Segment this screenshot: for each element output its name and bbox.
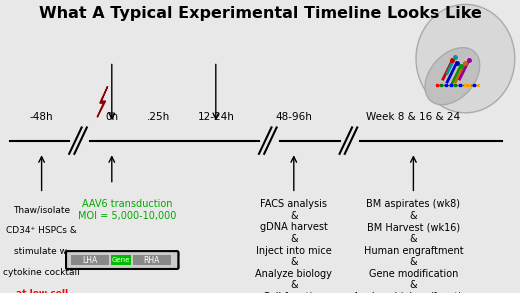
Text: LHA: LHA bbox=[82, 255, 97, 265]
Text: at low cell: at low cell bbox=[16, 289, 68, 293]
Text: Thaw/isolate: Thaw/isolate bbox=[13, 205, 70, 214]
Text: 48-96h: 48-96h bbox=[276, 112, 312, 122]
Text: 0h: 0h bbox=[105, 112, 119, 122]
Ellipse shape bbox=[416, 4, 515, 113]
FancyBboxPatch shape bbox=[66, 251, 178, 269]
Text: -48h: -48h bbox=[30, 112, 54, 122]
Bar bbox=[133, 255, 171, 265]
Text: Week 8 & 16 & 24: Week 8 & 16 & 24 bbox=[366, 112, 461, 122]
Text: stimulate w.: stimulate w. bbox=[14, 247, 69, 256]
Bar bbox=[111, 255, 131, 265]
Text: CD34⁺ HSPCs &: CD34⁺ HSPCs & bbox=[6, 226, 77, 235]
Text: RHA: RHA bbox=[144, 255, 160, 265]
Text: cytokine cocktail: cytokine cocktail bbox=[3, 268, 80, 277]
Text: .25h: .25h bbox=[147, 112, 170, 122]
Text: Gene: Gene bbox=[111, 257, 130, 263]
Text: BM aspirates (wk8)
&
BM Harvest (wk16)
&
Human engraftment
&
Gene modification
&: BM aspirates (wk8) & BM Harvest (wk16) &… bbox=[353, 199, 474, 293]
Polygon shape bbox=[97, 86, 108, 117]
Text: 12-24h: 12-24h bbox=[198, 112, 234, 122]
Bar bbox=[71, 255, 109, 265]
Text: FACS analysis
&
gDNA harvest
&
Inject into mice
&
Analyze biology
&
Cell functio: FACS analysis & gDNA harvest & Inject in… bbox=[255, 199, 332, 293]
Ellipse shape bbox=[425, 48, 480, 105]
Text: AAV6 transduction
MOI = 5,000-10,000: AAV6 transduction MOI = 5,000-10,000 bbox=[78, 199, 177, 221]
Text: What A Typical Experimental Timeline Looks Like: What A Typical Experimental Timeline Loo… bbox=[38, 6, 482, 21]
